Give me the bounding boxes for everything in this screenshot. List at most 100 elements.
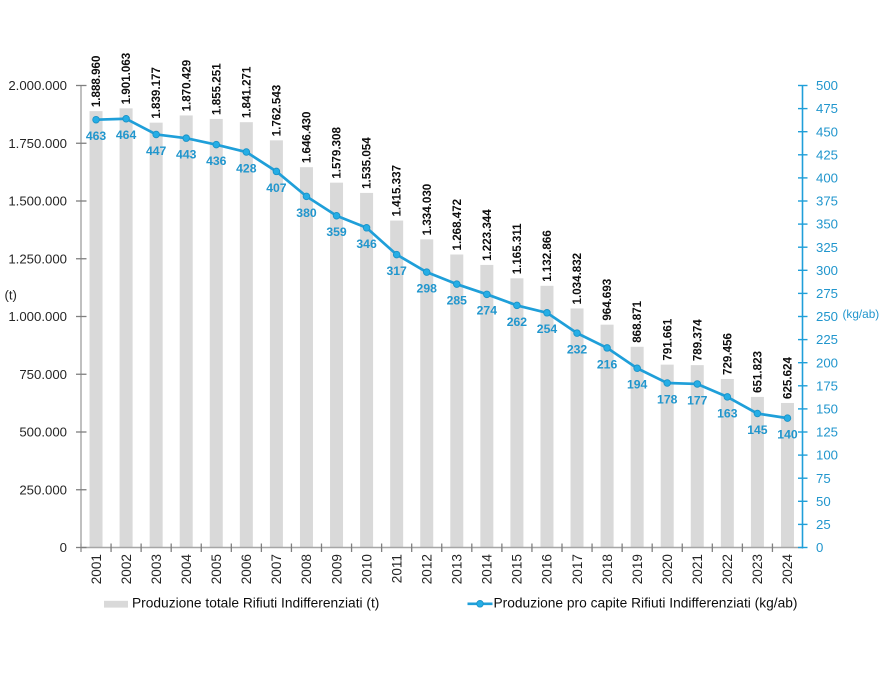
svg-text:1.132.866: 1.132.866 [541, 230, 554, 282]
svg-text:140: 140 [777, 428, 798, 442]
svg-text:177: 177 [687, 393, 708, 407]
svg-text:216: 216 [597, 357, 618, 371]
svg-text:0: 0 [816, 540, 823, 555]
svg-text:Produzione pro capite Rifiuti: Produzione pro capite Rifiuti Indifferen… [494, 596, 798, 611]
svg-text:789.374: 789.374 [691, 319, 704, 361]
svg-text:500.000: 500.000 [19, 425, 67, 440]
svg-text:651.823: 651.823 [751, 350, 764, 392]
svg-text:145: 145 [747, 423, 768, 437]
svg-text:729.456: 729.456 [721, 333, 734, 375]
svg-text:436: 436 [206, 154, 227, 168]
svg-text:178: 178 [657, 392, 678, 406]
svg-text:443: 443 [176, 148, 197, 162]
svg-text:2011: 2011 [389, 554, 404, 583]
svg-text:1.579.308: 1.579.308 [331, 127, 344, 179]
svg-text:(kg/ab): (kg/ab) [843, 307, 880, 321]
svg-text:325: 325 [816, 240, 838, 255]
svg-text:194: 194 [627, 378, 648, 392]
svg-text:1.268.472: 1.268.472 [451, 199, 464, 251]
svg-text:50: 50 [816, 494, 831, 509]
svg-text:428: 428 [236, 161, 257, 175]
svg-text:1.750.000: 1.750.000 [8, 136, 67, 151]
svg-text:Produzione totale Rifiuti Indi: Produzione totale Rifiuti Indifferenziat… [132, 596, 379, 611]
svg-text:407: 407 [266, 181, 287, 195]
svg-text:1.762.543: 1.762.543 [270, 84, 283, 136]
svg-text:1.839.177: 1.839.177 [150, 67, 163, 119]
svg-text:750.000: 750.000 [19, 367, 67, 382]
svg-text:1.165.311: 1.165.311 [511, 223, 524, 274]
svg-text:2022: 2022 [720, 554, 735, 584]
svg-text:964.693: 964.693 [601, 278, 614, 320]
svg-text:2004: 2004 [179, 554, 194, 585]
svg-text:625.624: 625.624 [782, 357, 795, 399]
svg-text:298: 298 [417, 282, 438, 296]
svg-text:1.901.063: 1.901.063 [120, 52, 133, 104]
svg-text:150: 150 [816, 402, 838, 417]
svg-text:317: 317 [386, 264, 407, 278]
svg-text:2012: 2012 [419, 554, 434, 584]
svg-text:1.500.000: 1.500.000 [8, 194, 67, 209]
svg-text:1.870.429: 1.870.429 [180, 59, 193, 111]
svg-text:400: 400 [816, 171, 838, 186]
svg-text:2001: 2001 [89, 554, 104, 584]
svg-text:346: 346 [356, 237, 377, 251]
svg-text:2017: 2017 [570, 554, 585, 584]
svg-text:163: 163 [717, 406, 738, 420]
svg-text:275: 275 [816, 286, 838, 301]
svg-text:475: 475 [816, 101, 838, 116]
svg-text:2002: 2002 [119, 554, 134, 584]
svg-text:1.334.030: 1.334.030 [421, 184, 434, 236]
svg-text:450: 450 [816, 124, 838, 139]
svg-text:2003: 2003 [149, 554, 164, 584]
svg-text:2015: 2015 [510, 554, 525, 584]
svg-text:2.000.000: 2.000.000 [8, 78, 67, 93]
svg-text:250.000: 250.000 [19, 482, 67, 497]
svg-text:464: 464 [116, 128, 137, 142]
svg-text:100: 100 [816, 448, 838, 463]
svg-text:175: 175 [816, 378, 838, 393]
svg-text:262: 262 [507, 315, 528, 329]
svg-text:2005: 2005 [209, 554, 224, 584]
svg-text:463: 463 [86, 129, 107, 143]
svg-text:1.034.832: 1.034.832 [571, 253, 584, 305]
svg-text:2007: 2007 [269, 554, 284, 584]
svg-text:1.415.337: 1.415.337 [391, 165, 404, 217]
svg-text:200: 200 [816, 355, 838, 370]
svg-text:1.841.271: 1.841.271 [240, 66, 253, 118]
svg-text:2008: 2008 [299, 554, 314, 584]
svg-text:2020: 2020 [660, 554, 675, 585]
svg-text:125: 125 [816, 425, 838, 440]
svg-text:2021: 2021 [690, 554, 705, 584]
svg-text:380: 380 [296, 206, 317, 220]
svg-text:1.888.960: 1.888.960 [90, 56, 103, 108]
svg-text:375: 375 [816, 194, 838, 209]
svg-text:2014: 2014 [480, 554, 495, 585]
svg-text:(t): (t) [5, 288, 17, 303]
svg-text:1.855.251: 1.855.251 [210, 63, 223, 115]
svg-text:1.000.000: 1.000.000 [8, 309, 67, 324]
svg-text:359: 359 [326, 225, 347, 239]
svg-text:1.223.344: 1.223.344 [481, 209, 494, 261]
svg-text:2023: 2023 [750, 554, 765, 584]
svg-text:1.250.000: 1.250.000 [8, 251, 67, 266]
svg-text:1.646.430: 1.646.430 [301, 112, 314, 164]
svg-text:868.871: 868.871 [631, 300, 644, 342]
svg-text:2016: 2016 [540, 554, 555, 584]
svg-text:2019: 2019 [630, 554, 645, 584]
svg-text:225: 225 [816, 332, 838, 347]
svg-text:2024: 2024 [780, 554, 795, 585]
svg-text:425: 425 [816, 147, 838, 162]
svg-text:2018: 2018 [600, 554, 615, 584]
svg-text:2010: 2010 [359, 554, 374, 585]
svg-text:447: 447 [146, 144, 167, 158]
svg-text:232: 232 [567, 343, 588, 357]
svg-text:350: 350 [816, 217, 838, 232]
svg-text:2009: 2009 [329, 554, 344, 584]
svg-text:2006: 2006 [239, 554, 254, 584]
svg-text:2013: 2013 [450, 554, 465, 584]
svg-text:25: 25 [816, 517, 831, 532]
svg-text:300: 300 [816, 263, 838, 278]
svg-text:500: 500 [816, 78, 838, 93]
svg-text:791.661: 791.661 [661, 318, 674, 360]
svg-text:285: 285 [447, 294, 468, 308]
